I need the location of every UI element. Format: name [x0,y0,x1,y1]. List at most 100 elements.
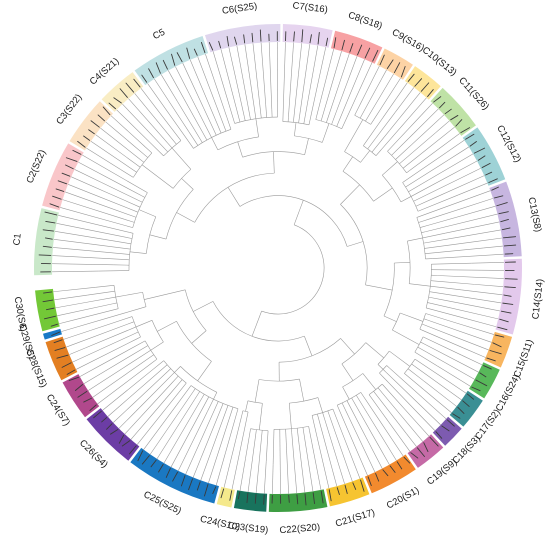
clade-branch [213,407,234,466]
clade-band [495,258,522,335]
clade-branch [293,74,299,123]
leaf-mark [53,339,63,344]
leaf-branch [318,419,338,487]
clade-bands [34,24,522,512]
leaf-mark [491,186,499,191]
leaf-branch [379,447,390,465]
leaf-mark [382,469,389,477]
clade-band [130,447,219,504]
leaf-branch [255,462,260,493]
clade-branch [265,104,267,118]
clade-join-arc [312,408,334,416]
leaf-branch [286,445,289,494]
leaf-branch [327,51,342,99]
backbone-branch [259,403,263,430]
clade-branch [241,411,249,445]
leaf-branch [463,347,486,358]
leaf-branch [432,253,504,259]
leaf-mark [450,114,459,121]
clade-branch [192,388,196,393]
clade-branch [175,382,187,397]
leaf-mark [65,164,74,170]
leaf-mark [414,78,423,87]
clade-branch [159,112,182,141]
leaf-mark [118,434,125,444]
leaf-branch [423,343,479,373]
clade-branch [346,400,367,438]
backbone-branch [382,161,398,176]
leaf-mark [193,48,198,56]
clade-branch [359,94,374,119]
clade-branch [375,152,379,156]
leaf-mark [45,307,55,311]
leaf-mark [296,494,299,505]
leaf-branch [421,102,433,116]
leaf-mark [83,135,91,141]
leaf-mark [74,384,84,391]
leaf-branch [342,53,350,75]
clade-branch [112,302,117,305]
backbone-branch [399,312,424,322]
backbone-branch [394,262,411,264]
leaf-mark [486,357,496,362]
leaf-mark [493,195,504,199]
leaf-branch [413,108,439,134]
leaf-branch [62,199,125,220]
leaf-branch [192,457,202,478]
clade-branch [140,159,145,163]
leaf-mark [496,202,508,207]
leaf-branch [55,302,86,309]
leaf-mark [444,108,452,115]
clade-branch [144,146,153,154]
clade-branch [179,385,192,401]
leaf-branch [311,442,322,490]
leaf-mark [101,417,108,423]
leaf-mark [441,425,450,432]
backbone-arc [239,195,348,247]
leaf-branch [385,372,441,426]
leaf-mark [137,450,144,462]
leaf-mark [44,237,53,240]
leaf-branch [53,239,91,245]
leaf-mark [65,157,78,162]
leaf-branch [52,255,124,260]
leaf-branch [351,62,373,107]
clade-band [282,24,333,48]
clade-branch [363,117,384,146]
clade-label: C5 [151,27,167,42]
backbone-branch [392,329,420,345]
leaf-branch [446,139,465,153]
leaf-branch [189,59,210,104]
leaf-branch [461,354,483,366]
clade-label: C26(S4) [77,438,110,471]
clade-branch [127,321,135,325]
leaf-mark [141,74,148,83]
leaf-branch [479,237,503,242]
leaf-mark [176,52,183,63]
clade-join-arc [379,365,387,374]
leaf-branch [75,338,138,370]
clade-branch [317,414,320,420]
leaf-branch [163,402,200,464]
clade-branch [170,375,179,385]
leaf-branch [465,318,497,328]
leaf-mark [312,492,315,505]
clade-band [449,390,483,427]
clade-join-arc [133,152,153,178]
leaf-branch [310,47,327,117]
leaf-branch [65,191,99,205]
clade-branch [423,318,428,321]
leaf-branch [471,262,504,264]
leaf-mark [243,34,246,44]
clade-branch [386,365,390,369]
leaf-mark [61,172,71,177]
leaf-branch [454,229,501,239]
leaf-mark [57,180,68,185]
clade-label: C7(S16) [292,0,328,15]
clade-band [376,48,413,80]
leaf-mark [77,390,88,398]
leaf-branch [404,409,430,437]
leaf-branch [228,47,245,117]
leaf-mark [186,47,191,59]
leaf-branch [156,399,196,460]
